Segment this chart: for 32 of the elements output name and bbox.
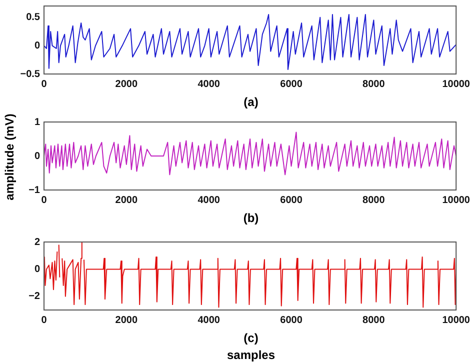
x-tick-label: 6000 (280, 314, 303, 326)
x-tick-label: 2000 (115, 314, 138, 326)
x-tick-label: 10000 (442, 314, 470, 326)
x-tick-label: 8000 (362, 78, 386, 90)
y-tick-label: 0 (34, 150, 40, 162)
y-tick-label: 2 (34, 236, 40, 248)
x-tick-label: 4000 (198, 78, 220, 90)
x-tick-label: 0 (41, 314, 48, 326)
x-tick-label: 2000 (115, 194, 138, 206)
x-tick-label: 0 (41, 78, 48, 90)
text: (b) (242, 211, 260, 225)
y-tick-label: 0 (34, 40, 40, 52)
x-tick-label: 2000 (115, 78, 138, 90)
y-tick-label: −0.5 (20, 68, 40, 80)
x-tick-label: 10000 (442, 78, 470, 90)
text: (a) (242, 95, 260, 109)
x-tick-label: 0 (41, 194, 48, 206)
x-tick-label: 8000 (362, 194, 386, 206)
y-tick-label: 1 (34, 116, 40, 128)
y-tick-label: −1 (28, 184, 40, 196)
x-tick-label: 4000 (198, 194, 220, 206)
text: (c) (242, 331, 260, 345)
x-axis-title: samples (226, 348, 276, 362)
y-tick-label: 0.5 (26, 12, 40, 24)
y-tick-label: 0 (34, 264, 40, 275)
x-tick-label: 6000 (280, 78, 303, 90)
x-tick-label: 8000 (362, 314, 386, 326)
x-tick-label: 4000 (198, 314, 220, 326)
x-tick-label: 6000 (280, 194, 303, 206)
y-axis-title: amplitude (mV) (2, 114, 16, 200)
x-tick-label: 10000 (442, 194, 470, 206)
y-tick-label: −2 (28, 291, 40, 302)
